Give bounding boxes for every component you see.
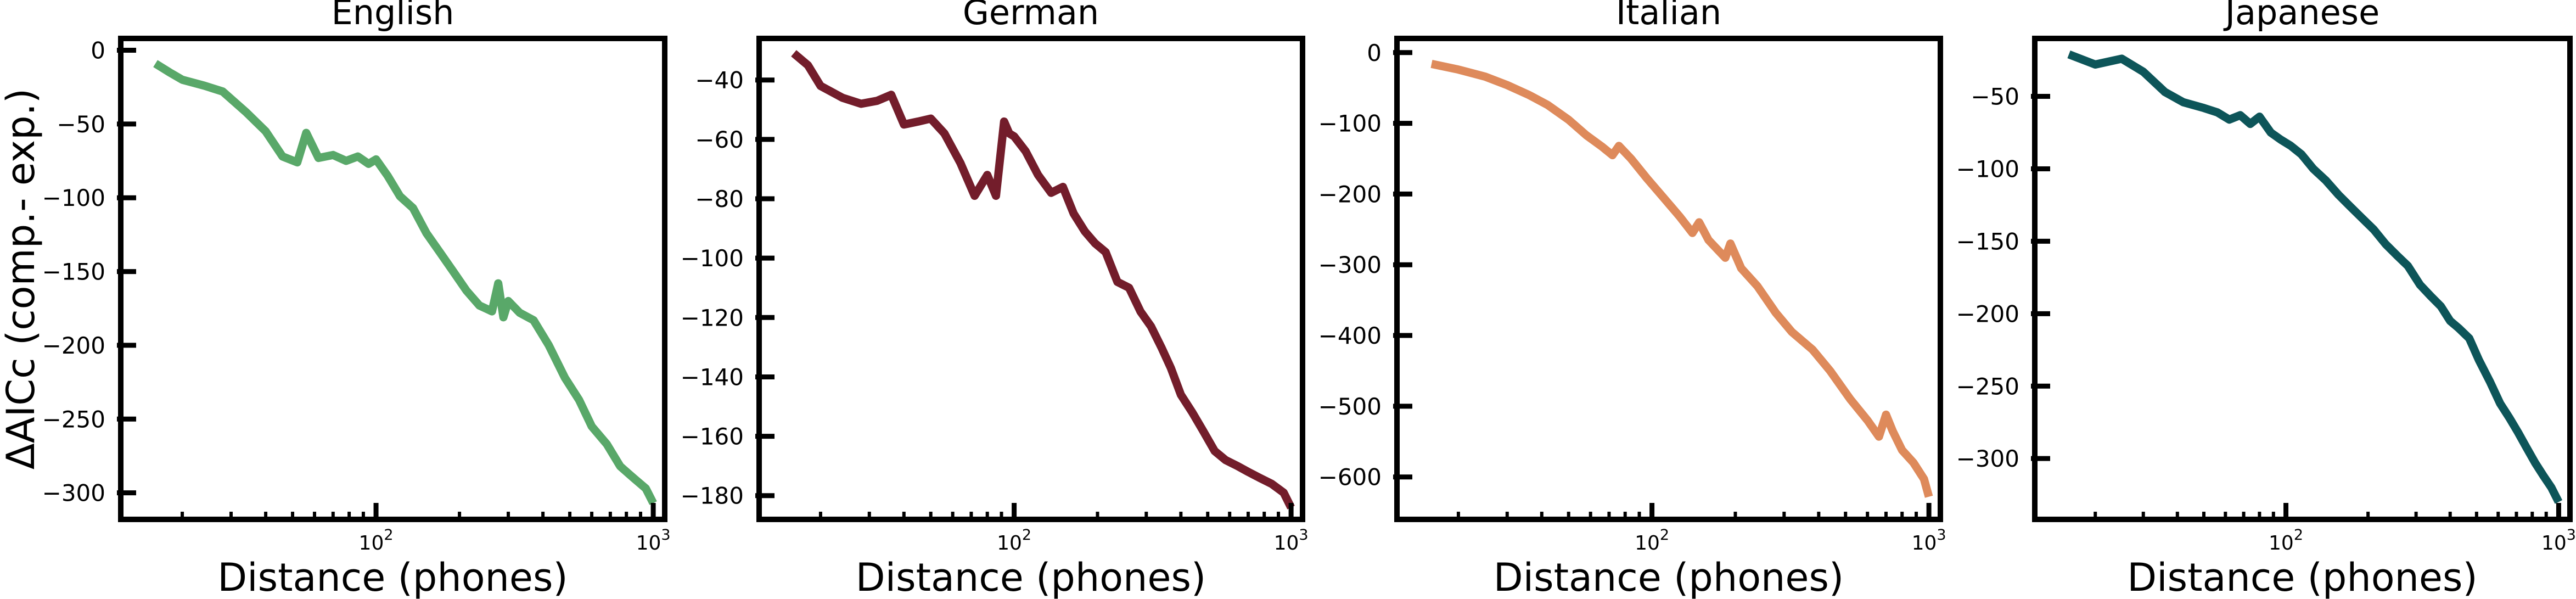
y-tick-label: 0 bbox=[91, 37, 105, 64]
series-line bbox=[2067, 50, 2563, 504]
x-tick-label: 102 bbox=[997, 527, 1031, 555]
x-axis-label: Distance (phones) bbox=[217, 555, 568, 599]
x-tick-label: 103 bbox=[636, 527, 671, 555]
x-tick-label: 103 bbox=[1274, 527, 1309, 555]
y-tick-label: −100 bbox=[1318, 110, 1382, 137]
y-tick-label: −300 bbox=[1318, 251, 1382, 278]
panel-japanese: −50 −100 −150 −200 −250 −300 102 103 Japanese Dis… bbox=[1956, 0, 2576, 599]
panel-title: Italian bbox=[1616, 0, 1721, 32]
panel-title: English bbox=[332, 0, 454, 32]
y-tick-label: −100 bbox=[1956, 155, 2019, 182]
x-axis-label: Distance (phones) bbox=[856, 555, 1206, 599]
panel-german: −40 −60 −80 −100 −120 −140 −160 −180 102 103 Germa… bbox=[681, 0, 1309, 599]
plot-frame bbox=[118, 36, 667, 522]
panels: 0 −50 −100 −150 −200 −250 −300 102 103 English Dis… bbox=[42, 0, 2576, 599]
y-tick-label: −300 bbox=[1956, 445, 2019, 472]
y-tick-label: −100 bbox=[681, 245, 744, 272]
y-tick-label: −150 bbox=[42, 259, 105, 285]
x-tick-label: 103 bbox=[1912, 527, 1946, 555]
y-tick-label: −250 bbox=[1956, 373, 2019, 400]
x-axis-label: Distance (phones) bbox=[1494, 555, 1844, 599]
panel-italian: 0 −100 −200 −300 −400 −500 −600 102 103 Italian Di… bbox=[1318, 0, 1946, 599]
y-tick-label: −40 bbox=[695, 67, 744, 94]
y-tick-label: −500 bbox=[1318, 393, 1382, 420]
y-tick-label: −120 bbox=[681, 304, 744, 331]
x-axis-label: Distance (phones) bbox=[2127, 555, 2477, 599]
plot-frame bbox=[1394, 36, 1943, 522]
x-tick-label: 102 bbox=[2269, 527, 2303, 555]
y-tick-label: −400 bbox=[1318, 322, 1382, 349]
series-line bbox=[1430, 60, 1933, 498]
y-tick-label: −200 bbox=[42, 332, 105, 359]
y-tick-label: −150 bbox=[1956, 228, 2019, 255]
plot-frame bbox=[2032, 36, 2573, 522]
y-tick-label: −200 bbox=[1318, 181, 1382, 208]
x-tick-label: 102 bbox=[359, 527, 394, 555]
y-tick-label: −180 bbox=[681, 483, 744, 510]
x-tick-label: 102 bbox=[1635, 527, 1669, 555]
y-tick-label: −250 bbox=[42, 406, 105, 433]
y-tick-label: −60 bbox=[695, 126, 744, 153]
panel-title: Japanese bbox=[2223, 0, 2380, 32]
panel-title: German bbox=[963, 0, 1099, 32]
y-axis-label: ΔAICc (comp.- exp.) bbox=[0, 88, 43, 469]
y-tick-label: −100 bbox=[42, 184, 105, 211]
y-tick-label: 0 bbox=[1367, 40, 1382, 66]
y-tick-label: −600 bbox=[1318, 464, 1382, 491]
panel-english: 0 −50 −100 −150 −200 −250 −300 102 103 English Dis… bbox=[42, 0, 671, 599]
y-tick-label: −200 bbox=[1956, 300, 2019, 327]
y-tick-label: −50 bbox=[1971, 83, 2019, 110]
y-tick-label: −50 bbox=[57, 111, 105, 138]
series-line bbox=[791, 50, 1295, 510]
x-tick-label: 103 bbox=[2541, 527, 2576, 555]
y-tick-label: −160 bbox=[681, 423, 744, 450]
y-tick-label: −80 bbox=[695, 186, 744, 212]
y-tick-label: −300 bbox=[42, 480, 105, 507]
series-line bbox=[153, 60, 657, 505]
y-tick-label: −140 bbox=[681, 363, 744, 390]
plot-frame bbox=[756, 36, 1305, 522]
